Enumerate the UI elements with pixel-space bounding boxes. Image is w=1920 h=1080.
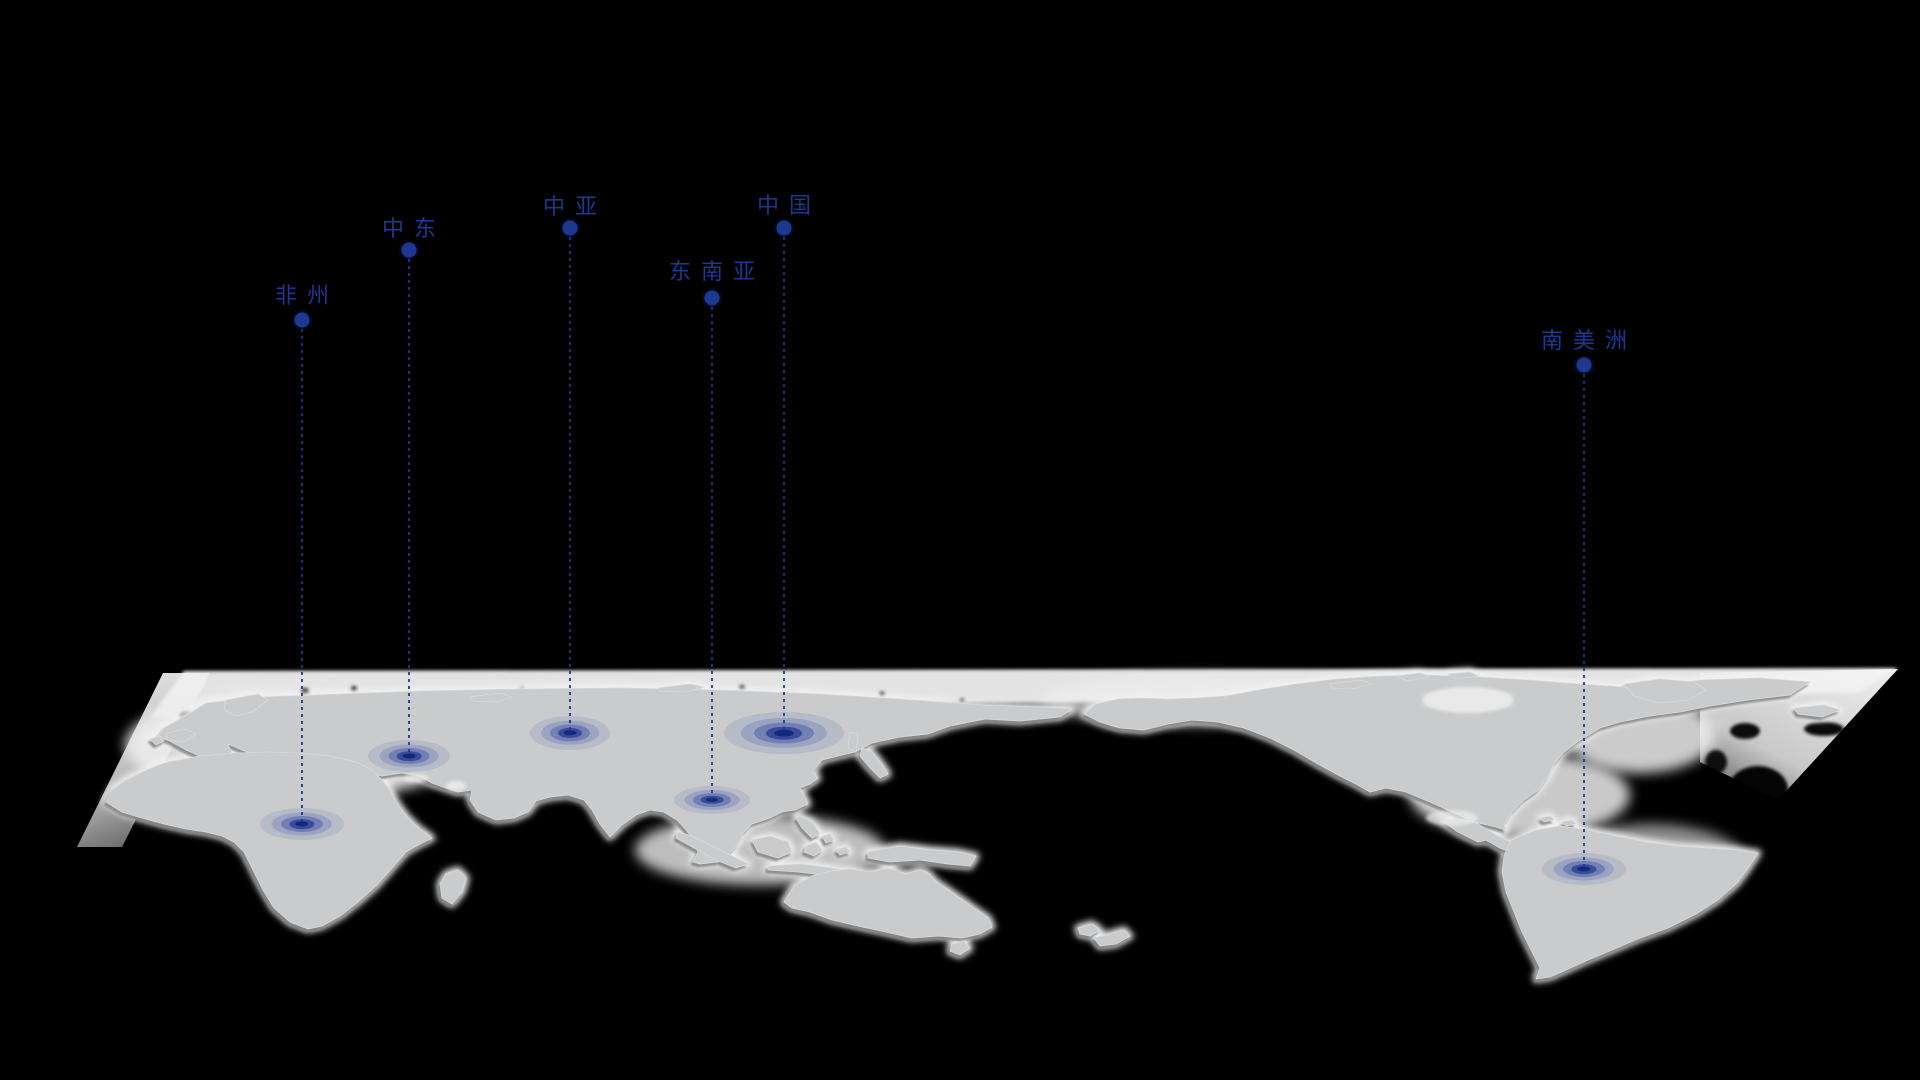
region-label-china[interactable]: 中国 [756, 194, 822, 219]
leader-line [301, 329, 303, 824]
region-label-central-asia[interactable]: 中亚 [542, 195, 608, 220]
marker-dot[interactable] [1576, 357, 1592, 373]
leader-line [1583, 374, 1585, 869]
marker-dot[interactable] [294, 312, 310, 328]
leader-line [569, 237, 571, 733]
glow-ring [295, 821, 309, 827]
marker-dot[interactable] [401, 242, 417, 258]
glow-ring [774, 729, 794, 737]
marker-dot[interactable] [776, 220, 792, 236]
region-label-south-america[interactable]: 南美洲 [1540, 329, 1638, 354]
inner-seas [403, 687, 1514, 826]
glow-ring [563, 730, 577, 736]
leader-line [783, 237, 785, 733]
glow-ring [1577, 866, 1591, 872]
leader-line [408, 259, 410, 756]
region-label-africa[interactable]: 非州 [274, 284, 340, 309]
glow-ring [402, 753, 416, 759]
leader-line [711, 307, 713, 800]
region-label-southeast-asia[interactable]: 东南亚 [668, 260, 766, 285]
region-label-middle-east[interactable]: 中东 [381, 217, 447, 242]
marker-dot[interactable] [562, 220, 578, 236]
marker-dot[interactable] [704, 290, 720, 306]
glow-ring [705, 797, 719, 803]
